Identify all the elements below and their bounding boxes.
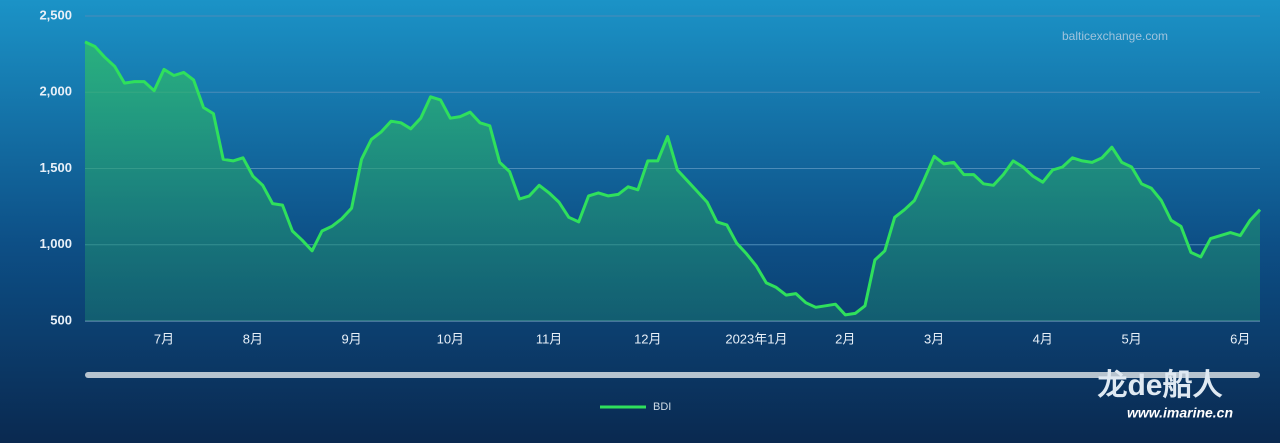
scrollbar[interactable] bbox=[85, 372, 1260, 378]
legend-label[interactable]: BDI bbox=[653, 401, 671, 413]
y-tick-label: 1,000 bbox=[39, 236, 72, 251]
x-tick-label: 3月 bbox=[924, 331, 944, 346]
watermark: balticexchange.com bbox=[1062, 29, 1168, 43]
area bbox=[85, 41, 1260, 322]
x-tick-label: 2月 bbox=[835, 331, 855, 346]
watermark-url: www.imarine.cn bbox=[1127, 405, 1233, 421]
y-tick-label: 1,500 bbox=[39, 160, 72, 175]
y-tick-label: 2,500 bbox=[39, 7, 72, 22]
x-tick-label: 2023年1月 bbox=[725, 331, 787, 346]
y-tick-label: 500 bbox=[50, 312, 72, 327]
watermark-logo: 龙de船人 bbox=[1097, 369, 1222, 402]
x-tick-label: 12月 bbox=[634, 331, 661, 346]
x-tick-label: 4月 bbox=[1033, 331, 1053, 346]
x-tick-label: 10月 bbox=[437, 331, 464, 346]
x-tick-label: 11月 bbox=[536, 331, 563, 346]
line bbox=[84, 40, 1262, 317]
x-tick-label: 8月 bbox=[243, 331, 263, 346]
x-tick-label: 6月 bbox=[1230, 331, 1250, 346]
x-tick-label: 5月 bbox=[1122, 331, 1142, 346]
x-tick-label: 7月 bbox=[154, 331, 174, 346]
y-tick-label: 2,000 bbox=[39, 84, 72, 99]
x-tick-label: 9月 bbox=[341, 331, 361, 346]
